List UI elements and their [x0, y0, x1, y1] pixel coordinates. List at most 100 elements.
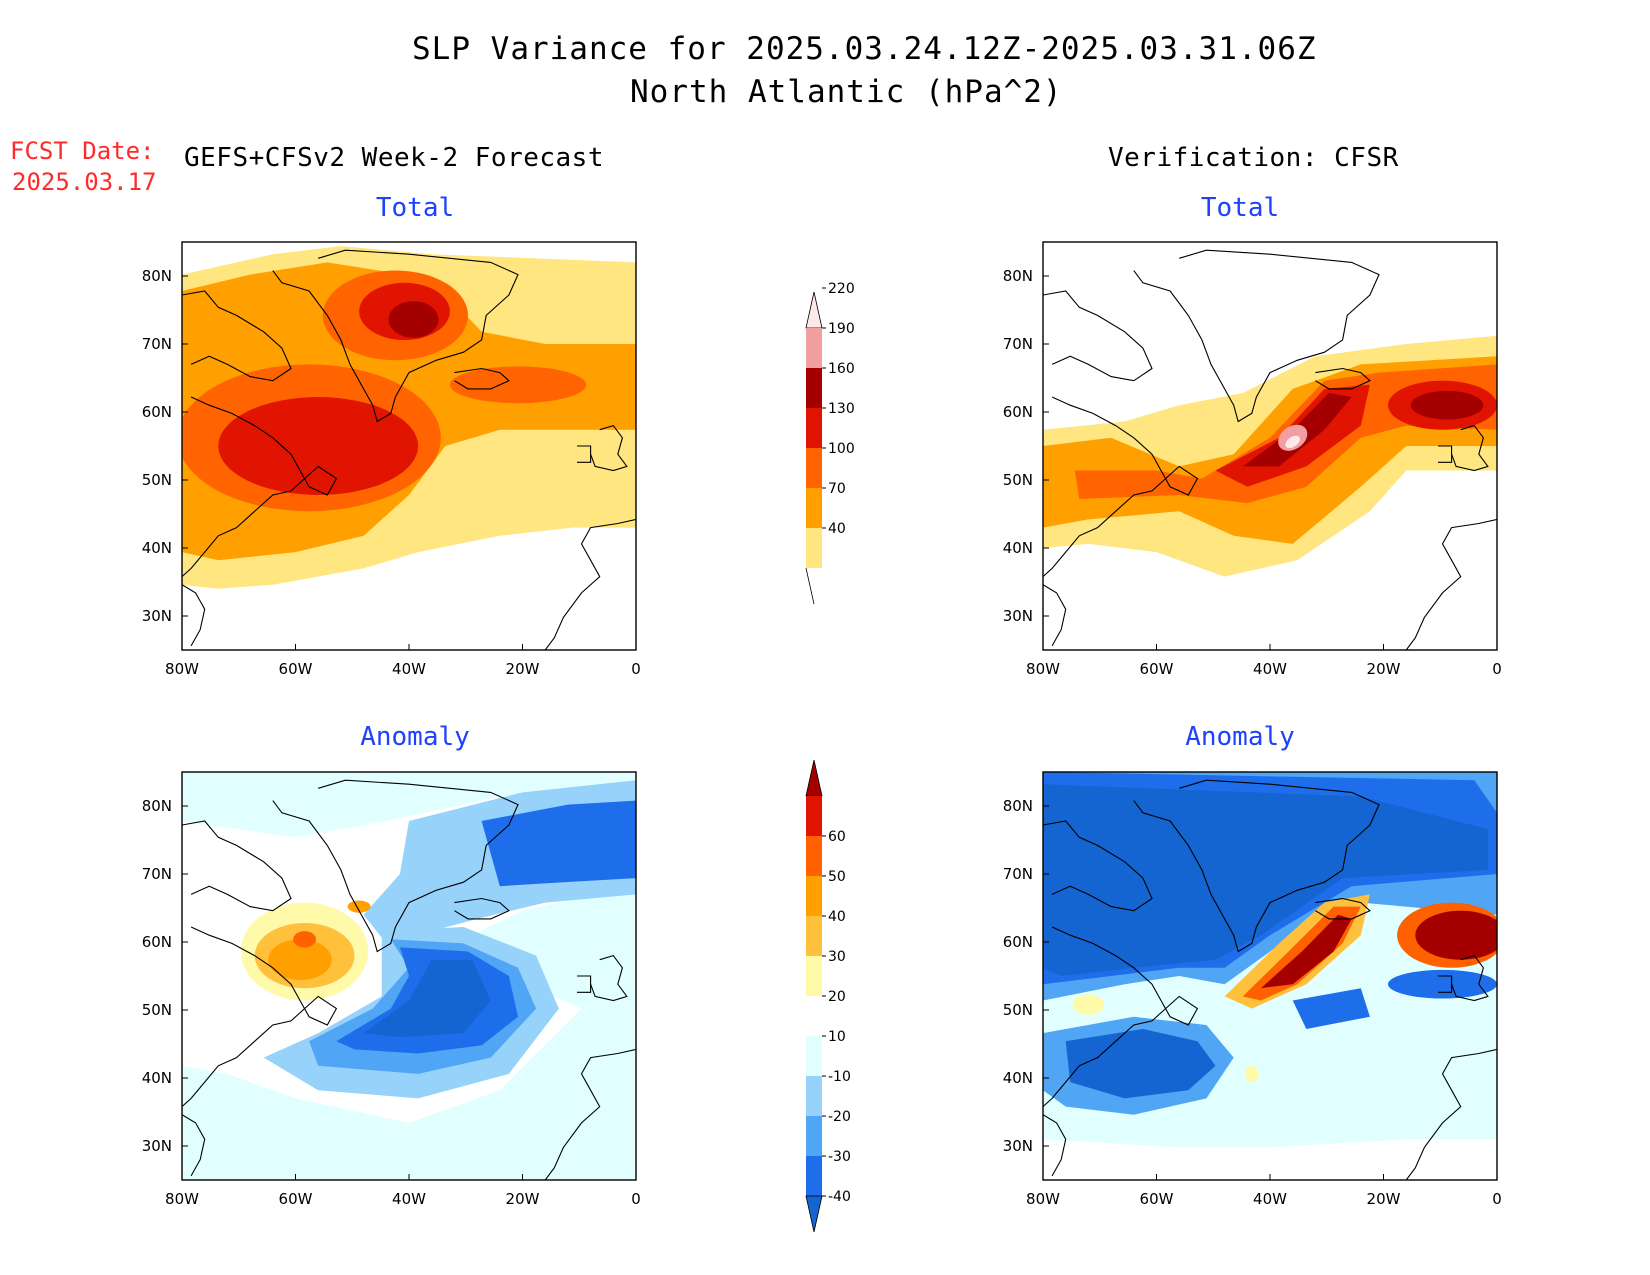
lon-tick-label: 20W: [506, 660, 540, 678]
lat-tick-label: 70N: [142, 335, 172, 353]
lat-tick-label: 60N: [142, 933, 172, 951]
lat-tick-label: 30N: [1003, 607, 1033, 625]
colorbar-extension-top: [805, 759, 823, 797]
lat-tick-label: 80N: [1003, 267, 1033, 285]
lat-tick-label: 60N: [1003, 933, 1033, 951]
coastline-segment: [1133, 779, 1380, 953]
lat-tick-label: 40N: [1003, 1069, 1033, 1087]
coastline-segment: [590, 424, 628, 472]
coastline-segment: [1438, 445, 1453, 463]
verification-header: Verification: CFSR: [1108, 143, 1399, 173]
cfsr-total-field: [1043, 249, 1497, 650]
lon-tick-label: 80W: [1026, 1190, 1060, 1208]
subtitle-cfsr-anomaly: Anomaly: [1185, 722, 1295, 752]
colorbar-tick-label: 10: [828, 1029, 846, 1045]
colorbar-tick-label: 50: [828, 869, 846, 885]
coastline-segment: [1405, 518, 1497, 650]
coastline-segment: [182, 926, 338, 1108]
lat-tick-label: 80N: [142, 797, 172, 815]
lon-tick-label: 60W: [1140, 660, 1174, 678]
figure-title-line2: North Atlantic (hPa^2): [630, 74, 1063, 110]
lat-tick-label: 30N: [1003, 1137, 1033, 1155]
lat-tick-label: 60N: [1003, 403, 1033, 421]
coastline-segment: [1315, 897, 1371, 920]
fcst-anomaly-field: [182, 772, 636, 1180]
colorbar-segment: [806, 916, 822, 956]
colorbar-tick-label: 160: [828, 361, 855, 377]
coastline-segment: [1043, 926, 1199, 1108]
coastline-segment: [182, 820, 292, 912]
colorbar-extension-top: [805, 291, 823, 329]
lon-tick-label: 20W: [1367, 660, 1401, 678]
lat-tick-label: 60N: [142, 403, 172, 421]
lat-tick-label: 50N: [1003, 471, 1033, 489]
lat-tick-label: 50N: [142, 1001, 172, 1019]
colorbar-tick-label: 100: [828, 441, 855, 457]
lon-tick-label: 0: [1492, 660, 1502, 678]
lon-tick-label: 60W: [1140, 1190, 1174, 1208]
lon-tick-label: 40W: [1253, 1190, 1287, 1208]
lat-tick-label: 70N: [142, 865, 172, 883]
colorbar-segment: [806, 448, 822, 488]
lat-tick-label: 30N: [142, 1137, 172, 1155]
colorbar-segment: [806, 796, 822, 836]
coastline-segment: [454, 897, 510, 920]
lon-tick-label: 80W: [1026, 660, 1060, 678]
lat-tick-label: 50N: [142, 471, 172, 489]
coastline-segment: [1451, 954, 1489, 1002]
colorbar-segment: [806, 328, 822, 368]
coastline-segment: [1043, 290, 1153, 382]
coastline-segment: [182, 584, 206, 647]
lat-tick-label: 30N: [142, 607, 172, 625]
coastline-segment: [1133, 249, 1380, 423]
colorbar-tick-label: -10: [828, 1069, 851, 1085]
lat-tick-label: 40N: [142, 1069, 172, 1087]
subtitle-cfsr-total: Total: [1200, 193, 1280, 223]
colorbar-segment: [806, 1116, 822, 1156]
coastline-segment: [1405, 1048, 1497, 1180]
lon-tick-label: 20W: [1367, 1190, 1401, 1208]
coastline-segment: [182, 290, 292, 382]
colorbar-tick-label: -20: [828, 1109, 851, 1125]
lat-tick-label: 50N: [1003, 1001, 1033, 1019]
subtitle-fcst-total: Total: [375, 193, 455, 223]
colorbar-segment: [806, 996, 822, 1036]
lon-tick-label: 0: [1492, 1190, 1502, 1208]
coastline-segment: [272, 249, 519, 423]
fcst-total-field: [182, 246, 636, 650]
cfsr-anomaly-field: [1043, 772, 1497, 1180]
colorbar-segment: [806, 956, 822, 996]
colorbar-segment: [806, 1036, 822, 1076]
colorbar-segment: [806, 1076, 822, 1116]
colorbar-tick-label: 20: [828, 989, 846, 1005]
lon-tick-label: 0: [631, 660, 641, 678]
colorbar-anomaly: -40 -30 -20 -10 10 20 30 40 50 60: [805, 759, 851, 1233]
colorbar-segment: [806, 1156, 822, 1196]
lon-tick-label: 0: [631, 1190, 641, 1208]
colorbar-tick-label: 40: [828, 521, 846, 537]
forecast-header: GEFS+CFSv2 Week-2 Forecast: [184, 143, 604, 173]
lon-tick-label: 60W: [279, 1190, 313, 1208]
colorbar-total: 40 70 100 130 160 190 220: [805, 281, 855, 605]
colorbar-tick-label: 130: [828, 401, 855, 417]
coastline-segment: [1043, 584, 1067, 647]
lon-tick-label: 40W: [1253, 660, 1287, 678]
colorbar-tick-label: 30: [828, 949, 846, 965]
lat-tick-label: 70N: [1003, 335, 1033, 353]
lat-tick-label: 80N: [142, 267, 172, 285]
coastline-segment: [454, 367, 510, 390]
colorbar-tick-label: 220: [828, 281, 855, 297]
coastline-segment: [577, 445, 592, 463]
colorbar-segment: [806, 408, 822, 448]
lon-tick-label: 80W: [165, 660, 199, 678]
figure-title-line1: SLP Variance for 2025.03.24.12Z-2025.03.…: [412, 31, 1317, 67]
coastline-segment: [590, 954, 628, 1002]
coastline-segment: [1438, 975, 1453, 993]
colorbar-tick-label: 70: [828, 481, 846, 497]
fcst-date-value: 2025.03.17: [12, 168, 157, 196]
colorbar-segment: [806, 528, 822, 568]
colorbar-segment: [806, 836, 822, 876]
lon-tick-label: 40W: [392, 660, 426, 678]
coastline-segment: [1315, 367, 1371, 390]
lon-tick-label: 80W: [165, 1190, 199, 1208]
